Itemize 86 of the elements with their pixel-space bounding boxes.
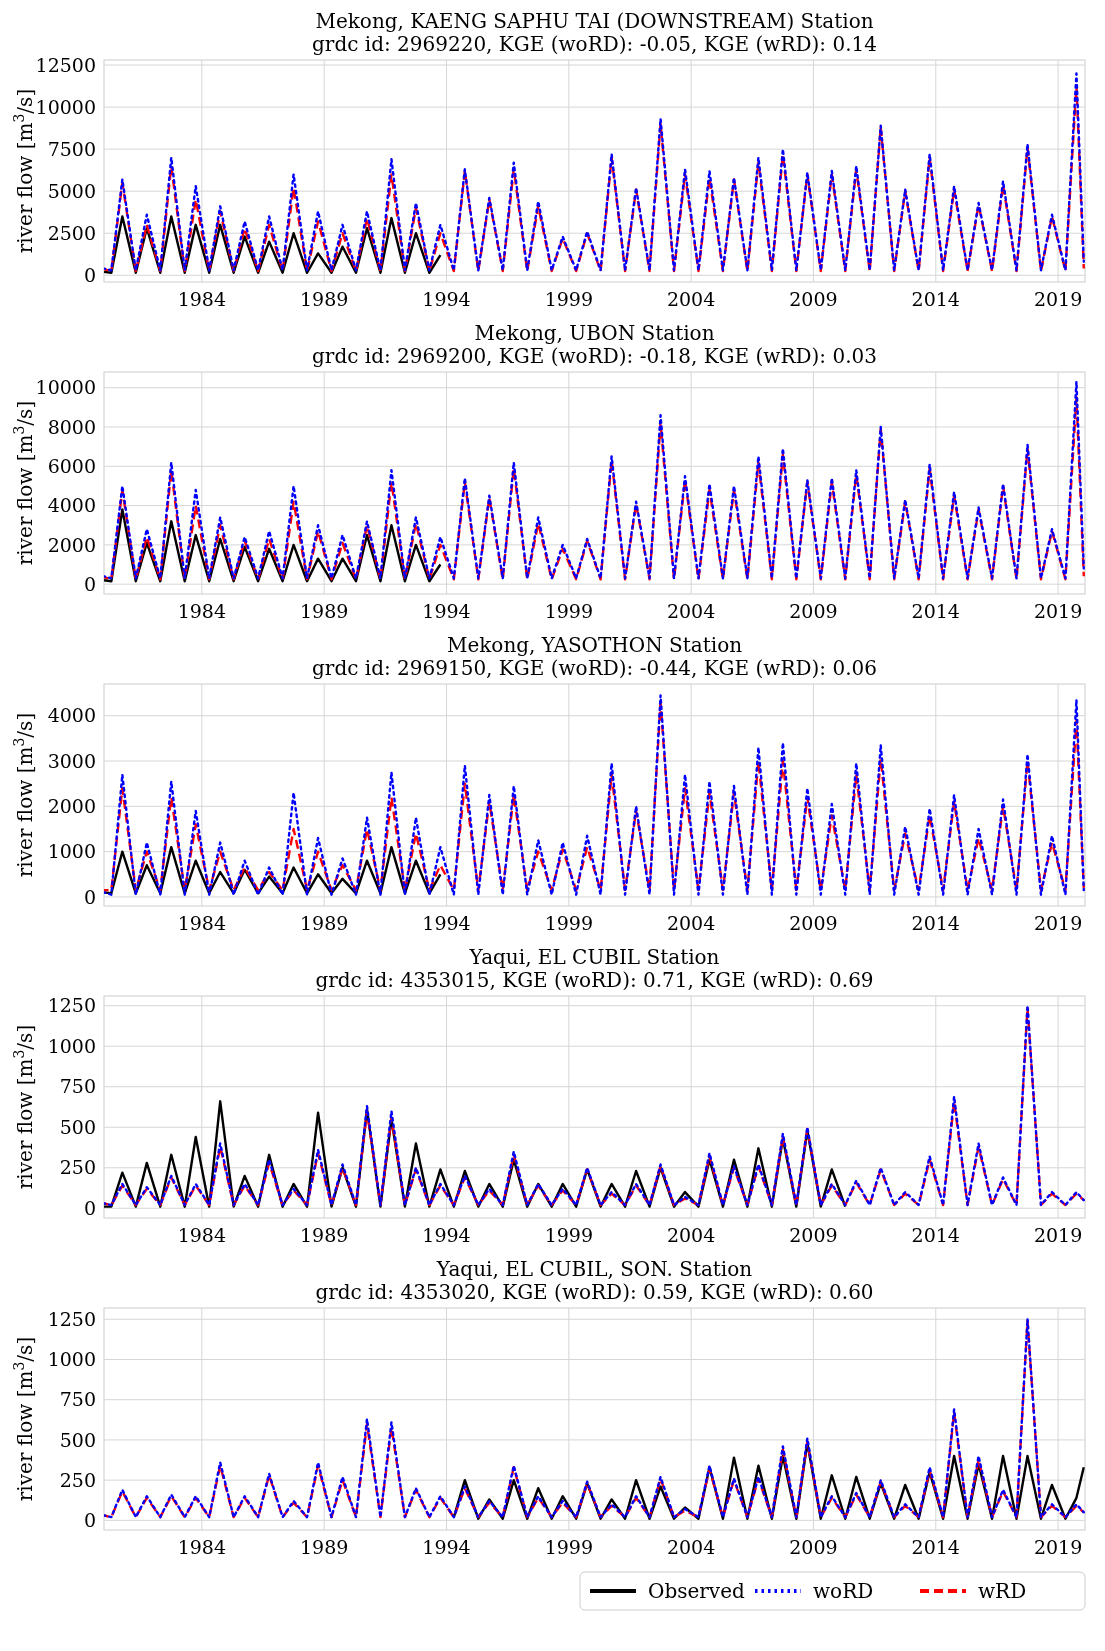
x-tick-label: 2004 — [666, 288, 716, 310]
y-tick-label: 5000 — [47, 179, 96, 202]
x-tick-label: 1989 — [299, 600, 349, 622]
y-tick-label: 6000 — [47, 454, 96, 477]
y-tick-label: 2500 — [47, 221, 96, 244]
y-tick-label: 1250 — [47, 994, 96, 1017]
chart-subtitle: grdc id: 4353020, KGE (woRD): 0.59, KGE (wRD): 0.60 — [315, 1280, 874, 1304]
y-tick-label: 10000 — [35, 95, 96, 118]
x-tick-label: 1999 — [544, 912, 593, 934]
x-tick-label: 1989 — [299, 1224, 349, 1246]
x-tick-label: 2009 — [789, 1224, 838, 1246]
x-tick-label: 2004 — [666, 600, 716, 622]
x-tick-label: 1994 — [422, 1536, 471, 1558]
legend-label: woRD — [813, 1579, 874, 1603]
chart-title: Yaqui, EL CUBIL Station — [468, 945, 720, 969]
x-tick-label: 1999 — [544, 1536, 593, 1558]
x-tick-label: 2009 — [789, 912, 838, 934]
x-tick-label: 2004 — [666, 912, 716, 934]
chart-subtitle: grdc id: 2969150, KGE (woRD): -0.44, KGE (wRD): 0.06 — [312, 656, 877, 680]
x-tick-label: 2014 — [911, 1536, 960, 1558]
y-tick-label: 0 — [83, 572, 96, 595]
x-tick-label: 2004 — [666, 1536, 716, 1558]
y-tick-label: 4000 — [47, 704, 96, 727]
x-tick-label: 1984 — [177, 1536, 227, 1558]
x-tick-label: 1994 — [422, 600, 471, 622]
y-tick-label: 3000 — [47, 749, 96, 772]
x-tick-label: 1989 — [299, 288, 349, 310]
legend-label: Observed — [648, 1579, 745, 1603]
line-series — [104, 1100, 847, 1208]
x-tick-label: 2019 — [1033, 600, 1083, 622]
x-tick-label: 2019 — [1033, 1224, 1083, 1246]
x-tick-label: 2019 — [1033, 288, 1083, 310]
x-tick-label: 2019 — [1033, 1536, 1083, 1558]
y-tick-label: 0 — [83, 885, 96, 908]
y-tick-label: 500 — [59, 1115, 96, 1138]
y-tick-label: 1250 — [47, 1307, 96, 1330]
x-tick-label: 1994 — [422, 1224, 471, 1246]
y-tick-label: 2000 — [47, 533, 96, 556]
y-tick-label: 250 — [59, 1468, 96, 1491]
y-tick-label: 250 — [59, 1156, 96, 1179]
x-tick-label: 2014 — [911, 1224, 960, 1246]
line-series — [104, 215, 442, 274]
y-tick-label: 0 — [83, 263, 96, 286]
chart-title: Mekong, YASOTHON Station — [446, 633, 743, 657]
chart-subtitle: grdc id: 4353015, KGE (woRD): 0.71, KGE (wRD): 0.69 — [315, 968, 874, 992]
x-tick-label: 1984 — [177, 288, 227, 310]
y-tick-label: 500 — [59, 1428, 96, 1451]
x-tick-label: 2014 — [911, 288, 960, 310]
y-tick-label: 0 — [83, 1196, 96, 1219]
x-tick-label: 1999 — [544, 288, 593, 310]
y-tick-label: 7500 — [47, 137, 96, 160]
y-tick-label: 2000 — [47, 794, 96, 817]
x-tick-label: 1994 — [422, 288, 471, 310]
y-tick-label: 12500 — [35, 53, 96, 76]
chart-subtitle: grdc id: 2969200, KGE (woRD): -0.18, KGE (wRD): 0.03 — [312, 344, 877, 368]
legend-label: wRD — [978, 1579, 1027, 1603]
x-tick-label: 1984 — [177, 1224, 227, 1246]
chart-title: Mekong, KAENG SAPHU TAI (DOWNSTREAM) Station — [315, 9, 874, 33]
y-tick-label: 750 — [59, 1075, 96, 1098]
y-tick-label: 8000 — [47, 415, 96, 438]
x-tick-label: 1999 — [544, 1224, 593, 1246]
line-series — [104, 508, 442, 583]
x-tick-label: 2004 — [666, 1224, 716, 1246]
y-tick-label: 1000 — [47, 1348, 96, 1371]
y-tick-label: 4000 — [47, 494, 96, 517]
x-tick-label: 1989 — [299, 1536, 349, 1558]
y-tick-label: 0 — [83, 1509, 96, 1531]
x-tick-label: 2014 — [911, 912, 960, 934]
line-series — [104, 845, 442, 895]
x-tick-label: 1984 — [177, 912, 227, 934]
x-tick-label: 1999 — [544, 600, 593, 622]
x-tick-label: 2014 — [911, 600, 960, 622]
x-tick-label: 1984 — [177, 600, 227, 622]
x-tick-label: 2019 — [1033, 912, 1083, 934]
chart-title: Mekong, UBON Station — [474, 321, 715, 345]
chart-title: Yaqui, EL CUBIL, SON. Station — [435, 1257, 753, 1281]
y-tick-label: 10000 — [35, 376, 96, 399]
x-tick-label: 2009 — [789, 1536, 838, 1558]
chart-subtitle: grdc id: 2969220, KGE (woRD): -0.05, KGE (wRD): 0.14 — [312, 32, 877, 56]
x-tick-label: 2009 — [789, 600, 838, 622]
x-tick-label: 1994 — [422, 912, 471, 934]
x-tick-label: 2009 — [789, 288, 838, 310]
y-tick-label: 1000 — [47, 840, 96, 863]
x-tick-label: 1989 — [299, 912, 349, 934]
y-tick-label: 750 — [59, 1388, 96, 1411]
y-tick-label: 1000 — [47, 1034, 96, 1057]
